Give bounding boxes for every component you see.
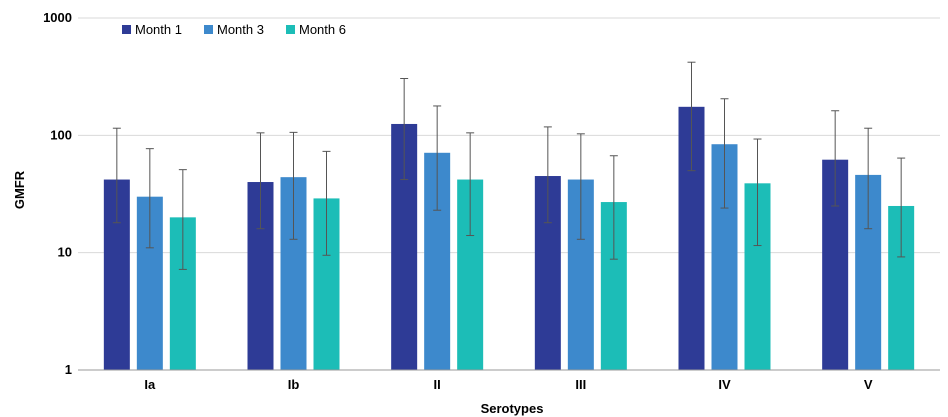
legend-item: Month 6: [286, 22, 346, 37]
legend-item: Month 1: [122, 22, 182, 37]
y-axis-ticks: 1 10 100 1000: [43, 10, 72, 377]
x-tick-label: V: [864, 377, 873, 392]
x-tick-label: III: [575, 377, 586, 392]
x-tick-label: IV: [718, 377, 731, 392]
y-axis-title: GMFR: [12, 170, 27, 209]
bars: [103, 106, 915, 371]
legend-swatch: [204, 25, 213, 34]
x-axis-ticks: Ia Ib II III IV V: [144, 377, 872, 392]
legend: Month 1 Month 3 Month 6: [122, 22, 346, 37]
y-tick-label: 10: [58, 245, 72, 260]
y-tick-label: 100: [50, 127, 72, 142]
error-bars: [112, 61, 906, 270]
gridlines: [78, 17, 940, 254]
legend-item: Month 3: [204, 22, 264, 37]
x-tick-label: II: [434, 377, 441, 392]
legend-label: Month 6: [299, 22, 346, 37]
x-axis-title: Serotypes: [481, 401, 544, 416]
y-tick-label: 1: [65, 362, 72, 377]
x-tick-label: Ia: [144, 377, 156, 392]
legend-swatch: [286, 25, 295, 34]
legend-swatch: [122, 25, 131, 34]
legend-label: Month 3: [217, 22, 264, 37]
legend-label: Month 1: [135, 22, 182, 37]
y-tick-label: 1000: [43, 10, 72, 25]
x-tick-label: Ib: [288, 377, 300, 392]
